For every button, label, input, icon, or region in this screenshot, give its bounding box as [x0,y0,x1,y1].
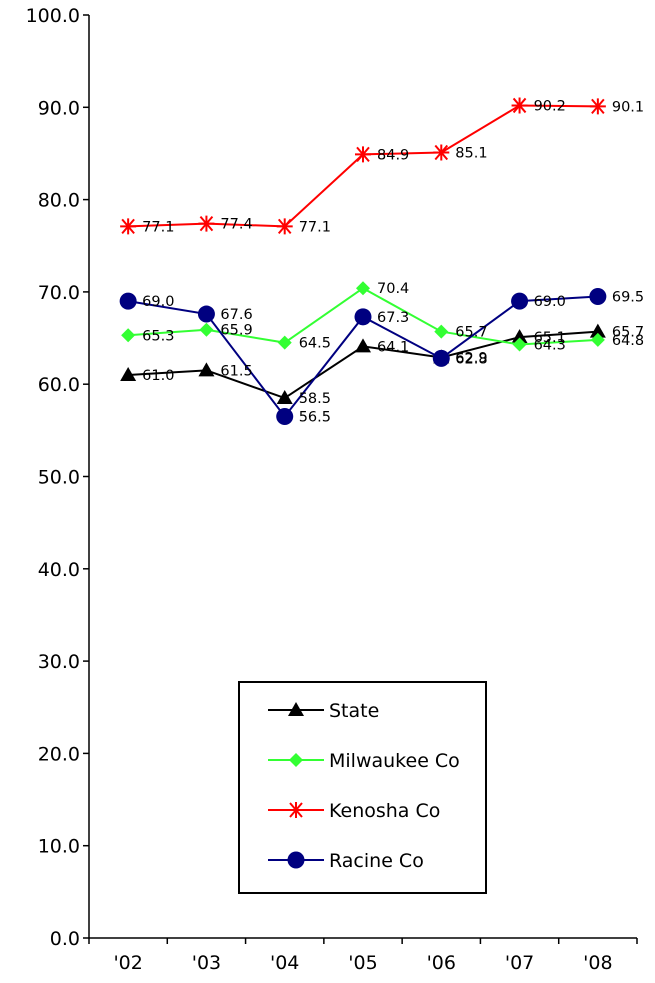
data-label-milwaukee-co: 65.7 [455,325,487,341]
x-tick-label: '06 [427,952,456,974]
data-label-kenosha-co: 77.1 [142,219,174,235]
y-tick-label: 30.0 [38,651,80,673]
data-label-racine-co: 56.5 [299,410,331,426]
data-point-milwaukee-co [512,337,527,352]
data-label-kenosha-co: 90.2 [534,98,566,114]
data-point-milwaukee-co [434,324,449,339]
series-racine-co [119,288,607,426]
data-label-state: 61.0 [142,368,174,384]
data-label-milwaukee-co: 64.8 [612,333,644,349]
data-point-racine-co [511,292,529,310]
x-tick-label: '04 [270,952,299,974]
y-tick-label: 20.0 [38,743,80,765]
x-tick-label: '02 [113,952,142,974]
legend: State Milwaukee Co Kenosha Co Racine Co [238,681,487,894]
data-point-racine-co [276,408,294,426]
data-point-kenosha-co [511,97,528,114]
legend-label-racine-co: Racine Co [329,850,424,872]
y-tick-label: 40.0 [38,559,80,581]
data-point-racine-co [432,349,450,367]
legend-marker-state [288,702,304,716]
data-point-milwaukee-co [356,281,370,296]
legend-label-kenosha-co: Kenosha Co [329,800,440,822]
y-tick-label: 60.0 [38,374,80,396]
legend-marker-milwaukee-co [289,753,303,767]
data-label-milwaukee-co: 64.3 [534,338,566,354]
data-point-state [120,366,137,381]
series-layer [119,97,607,426]
data-label-state: 61.5 [220,363,252,379]
data-label-milwaukee-co: 65.9 [220,323,252,339]
legend-marker-kenosha-co [288,802,304,818]
data-point-milwaukee-co [121,328,136,343]
data-point-state [355,338,371,353]
data-point-kenosha-co [276,218,293,235]
legend-marker-racine-co [287,851,305,869]
data-point-kenosha-co [355,146,371,163]
legend-box [238,681,487,894]
data-label-racine-co: 62.8 [455,351,487,367]
y-tick-label: 10.0 [38,836,80,858]
data-point-racine-co [119,292,137,310]
data-point-milwaukee-co [590,332,605,347]
data-label-kenosha-co: 84.9 [377,147,409,163]
data-label-racine-co: 67.3 [377,310,409,326]
data-label-state: 64.1 [377,339,409,355]
y-tick-label: 0.0 [50,928,80,950]
data-label-racine-co: 69.0 [534,294,566,310]
data-point-state [276,390,293,405]
data-label-state: 62.9 [455,350,487,366]
data-point-racine-co [197,305,215,323]
series-milwaukee-co [121,281,605,352]
data-point-state [511,329,528,344]
data-label-racine-co: 67.6 [220,307,252,323]
data-label-kenosha-co: 90.1 [612,99,644,115]
data-label-state: 65.1 [534,330,566,346]
data-point-kenosha-co [120,218,137,235]
data-point-milwaukee-co [199,322,214,337]
data-label-kenosha-co: 77.4 [220,217,252,233]
data-point-milwaukee-co [277,335,292,350]
data-label-state: 58.5 [299,391,331,407]
axes: 0.0 10.0 20.0 30.0 40.0 50.0 60.0 70.0 80.0 90.0 1… [26,5,638,974]
data-point-kenosha-co [589,98,606,115]
y-tick-label: 50.0 [38,467,80,489]
y-tick-label: 100.0 [26,5,80,27]
legend-label-milwaukee-co: Milwaukee Co [329,750,460,772]
x-tick-label: '07 [505,952,534,974]
data-point-racine-co [589,288,607,306]
data-point-kenosha-co [433,144,450,161]
y-tick-label: 90.0 [38,97,80,119]
y-tick-label: 70.0 [38,282,80,304]
x-tick-label: '08 [583,952,612,974]
x-tick-label: '05 [348,952,377,974]
data-label-kenosha-co: 85.1 [455,146,487,162]
data-point-state [198,362,215,377]
series-kenosha-co [120,97,606,235]
data-label-milwaukee-co: 64.5 [299,336,331,352]
legend-label-state: State [329,700,379,722]
data-label-milwaukee-co: 65.3 [142,328,174,344]
x-tick-label: '03 [192,952,221,974]
data-label-racine-co: 69.5 [612,290,644,306]
y-tick-label: 80.0 [38,190,80,212]
data-point-state [589,323,606,338]
data-labels: 61.0 61.5 58.5 64.1 62.9 65.1 65.7 65.3 65.9 64.5… [142,98,644,425]
data-label-kenosha-co: 77.1 [299,219,331,235]
data-label-state: 65.7 [612,325,644,341]
data-label-racine-co: 69.0 [142,294,174,310]
series-line-kenosha-co [128,104,598,228]
data-point-kenosha-co [198,215,215,232]
data-point-racine-co [354,308,372,326]
data-label-milwaukee-co: 70.4 [377,281,409,297]
